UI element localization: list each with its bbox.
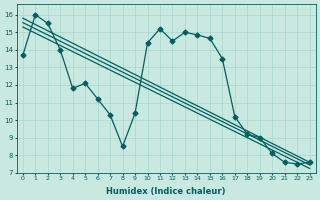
X-axis label: Humidex (Indice chaleur): Humidex (Indice chaleur) <box>107 187 226 196</box>
